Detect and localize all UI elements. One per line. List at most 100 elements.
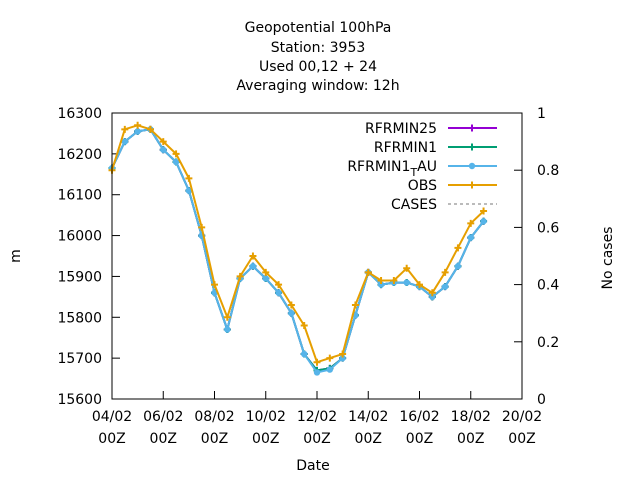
y-tick-label: 15800 [57,310,102,326]
y-tick-label: 15900 [57,269,102,285]
series-point-4 [275,281,283,289]
series-point-3 [429,293,436,301]
legend-marker-2 [468,143,476,151]
series-point-3 [262,275,269,282]
series-point-3 [339,354,346,362]
title-line-1: Geopotential 100hPa [245,20,392,36]
series-point-4 [236,272,244,280]
y2-tick-label: 0.2 [537,335,559,351]
series-point-4 [441,268,449,276]
series-point-4 [185,174,193,182]
x-tick-label: 00Z [150,431,177,447]
series-point-4 [172,150,180,158]
x-tick-label: 00Z [98,431,125,447]
series-point-4 [480,207,488,215]
series-point-3 [326,366,334,373]
y-axis-label: m [8,249,24,263]
y-tick-label: 15700 [57,351,102,367]
series-point-3 [403,279,410,286]
series-point-4 [198,223,206,231]
series-point-3 [172,158,180,166]
series-point-4 [428,289,436,297]
legend-label-4: OBS [408,178,437,194]
legend-marker-1 [468,124,476,132]
series-point-4 [351,301,359,309]
plot-border [111,112,523,400]
y2-tick-label: 0 [537,392,546,408]
series-point-4 [326,354,334,362]
series-point-4 [416,281,423,289]
x-tick-label: 10/02 [246,409,286,425]
x-tick-label: 00Z [508,431,535,447]
series-point-4 [454,244,462,252]
y2-tick-label: 0.8 [537,163,559,179]
x-tick-label: 00Z [303,431,330,447]
title-line-3: Used 00,12 + 24 [259,59,377,75]
x-tick-label: 16/02 [399,409,439,425]
series-point-4 [364,268,372,276]
series-point-4 [403,264,411,272]
series-point-3 [121,138,129,145]
legend-marker-4 [468,181,476,189]
legend-label-1: RFRMIN25 [365,121,437,137]
x-tick-label: 00Z [355,431,382,447]
series-point-3 [160,146,167,153]
y2-tick-label: 0.4 [537,278,559,294]
series-point-4 [262,268,270,276]
y-tick-label: 16000 [57,229,102,245]
series-point-4 [467,219,475,227]
x-tick-label: 14/02 [348,409,388,425]
series-point-4 [313,358,321,366]
x-tick-label: 20/02 [502,409,542,425]
chart-title: Geopotential 100hPa Station: 3953 Used 0… [236,20,399,94]
y-tick-label: 16100 [57,188,102,204]
series-point-4 [377,277,385,285]
series-point-3 [377,281,385,288]
series-point-4 [390,277,398,285]
x-tick-label: 08/02 [194,409,234,425]
y2-tick-label: 1 [537,106,546,122]
y-tick-label: 16300 [57,106,102,122]
series-point-4 [287,301,295,309]
x-tick-label: 00Z [406,431,433,447]
series-point-4 [134,121,142,129]
y2-tick-label: 0.6 [537,220,559,236]
series-point-3 [275,289,282,296]
title-line-4: Averaging window: 12h [236,78,399,94]
plot-area: 15600 15700 15800 15900 16000 16100 16200 16300… [57,106,559,447]
series-point-4 [159,138,167,146]
x-tick-label: 06/02 [143,409,183,425]
x-tick-label: 12/02 [297,409,337,425]
series-point-4 [249,252,257,260]
series-point-3 [467,234,474,241]
series-point-4 [300,321,308,329]
x-tick-label: 18/02 [451,409,491,425]
series-point-3 [313,369,321,376]
title-line-2: Station: 3953 [271,40,366,56]
series-point-3 [249,263,257,270]
legend-marker-3 [468,162,476,170]
series-line-4 [111,124,485,364]
x-tick-label: 04/02 [92,409,132,425]
series-point-3 [441,283,449,290]
legend-label-2: RFRMIN1 [374,140,437,156]
y-tick-label: 15600 [57,392,102,408]
series-point-4 [121,125,129,133]
series-point-4 [146,125,154,133]
series-point-4 [223,313,231,321]
series-point-3 [224,326,231,333]
x-tick-label: 00Z [457,431,484,447]
series-point-3 [454,263,462,270]
series-point-3 [300,350,308,358]
series-point-3 [480,218,487,225]
series-point-3 [134,128,141,135]
series-point-3 [288,310,295,317]
x-tick-label: 00Z [252,431,279,447]
series-point-4 [211,281,218,289]
legend-label-3: RFRMIN1TAU [347,159,437,179]
x-axis-label: Date [296,458,329,474]
y2-axis-label: No cases [600,227,616,290]
legend-label-5: CASES [391,197,437,213]
